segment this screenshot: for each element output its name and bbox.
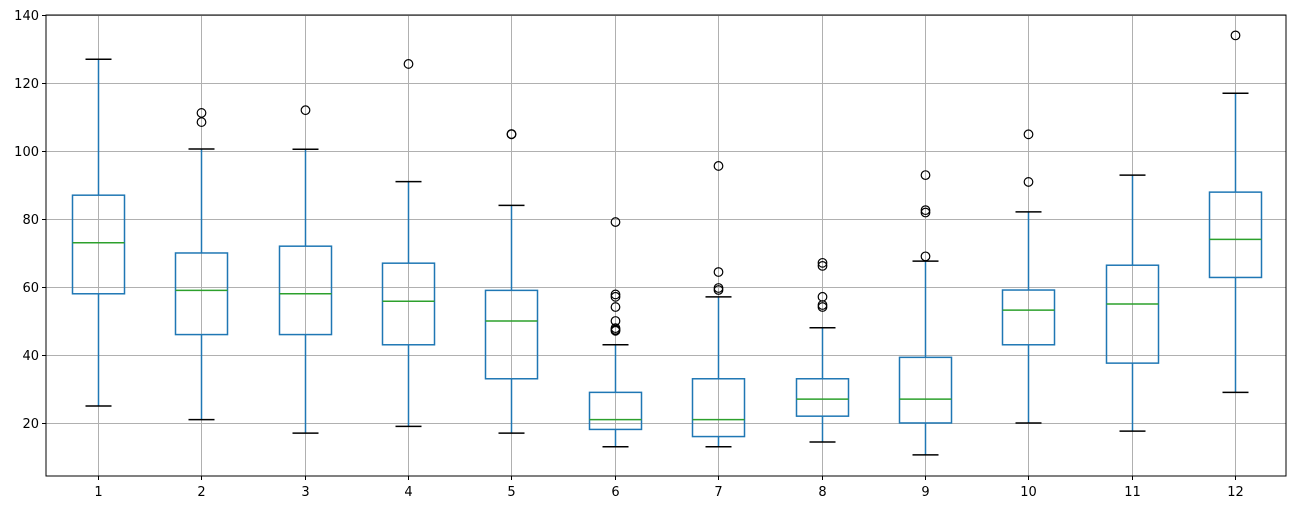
outlier-marker: [610, 217, 621, 227]
box-8: [795, 257, 850, 443]
y-tick-label: 100: [14, 145, 39, 160]
outlier-marker: [300, 105, 311, 116]
outlier-marker: [506, 129, 517, 139]
grid-lines: [46, 15, 1286, 476]
outlier-marker: [920, 207, 931, 218]
x-tick-label: 2: [197, 485, 205, 500]
x-tick-label: 8: [818, 485, 826, 500]
iqr-box: [1001, 289, 1056, 346]
box-12: [1208, 30, 1263, 394]
y-tick-label: 120: [14, 77, 39, 92]
x-axis: 1 2 3 4 5 6 7 8 9 10 11 12: [94, 476, 1244, 500]
box-5: [484, 129, 539, 434]
box-10: [1001, 129, 1056, 424]
y-tick-label: 60: [22, 281, 39, 296]
box-1: [71, 58, 126, 407]
x-tick-label: 12: [1227, 485, 1244, 500]
y-tick-label: 140: [14, 9, 39, 24]
y-tick-label: 40: [22, 349, 39, 364]
outlier-marker: [817, 291, 828, 302]
iqr-box: [691, 378, 746, 438]
x-tick-label: 6: [611, 485, 619, 500]
iqr-box: [484, 289, 539, 380]
x-tick-label: 10: [1020, 485, 1037, 500]
box-3: [278, 105, 333, 434]
iqr-box: [588, 391, 643, 431]
plot-frame: [45, 14, 1287, 477]
iqr-box: [278, 245, 333, 336]
iqr-box: [795, 378, 850, 417]
outlier-marker: [920, 170, 931, 181]
outlier-marker: [713, 161, 724, 171]
outlier-marker: [713, 283, 724, 293]
iqr-box: [1208, 191, 1263, 279]
outlier-marker: [610, 302, 621, 312]
box-11: [1105, 174, 1160, 432]
outlier-marker: [610, 291, 621, 302]
y-tick-label: 20: [22, 417, 39, 432]
outlier-marker: [920, 205, 931, 216]
y-axis: 20 40 60 80 100 120 140: [14, 9, 46, 432]
iqr-box: [1105, 264, 1160, 364]
x-tick-label: 9: [921, 485, 929, 500]
x-tick-label: 7: [714, 485, 722, 500]
outlier-marker: [817, 260, 828, 271]
outlier-marker: [403, 59, 414, 69]
iqr-box: [381, 262, 436, 346]
outlier-marker: [610, 323, 621, 334]
outlier-marker: [817, 257, 828, 268]
x-tick-label: 5: [507, 485, 515, 500]
outlier-marker: [1023, 177, 1034, 187]
outlier-marker: [610, 316, 621, 326]
box-4: [381, 59, 436, 428]
iqr-box: [174, 252, 229, 336]
outlier-marker: [1023, 129, 1034, 140]
y-tick-label: 80: [22, 213, 39, 228]
x-tick-label: 11: [1124, 485, 1141, 500]
iqr-box: [71, 194, 126, 295]
outlier-marker: [920, 251, 931, 262]
outlier-marker: [610, 289, 621, 300]
x-tick-label: 1: [94, 485, 102, 500]
box-7: [691, 161, 746, 448]
outlier-marker: [713, 267, 724, 277]
box-6: [588, 217, 643, 448]
x-tick-label: 4: [404, 485, 412, 500]
x-tick-label: 3: [301, 485, 309, 500]
outlier-marker: [1230, 30, 1241, 41]
box-9: [898, 170, 953, 456]
iqr-box: [898, 356, 953, 424]
box-series: [71, 30, 1263, 456]
outlier-marker: [196, 108, 207, 118]
box-2: [174, 108, 229, 421]
